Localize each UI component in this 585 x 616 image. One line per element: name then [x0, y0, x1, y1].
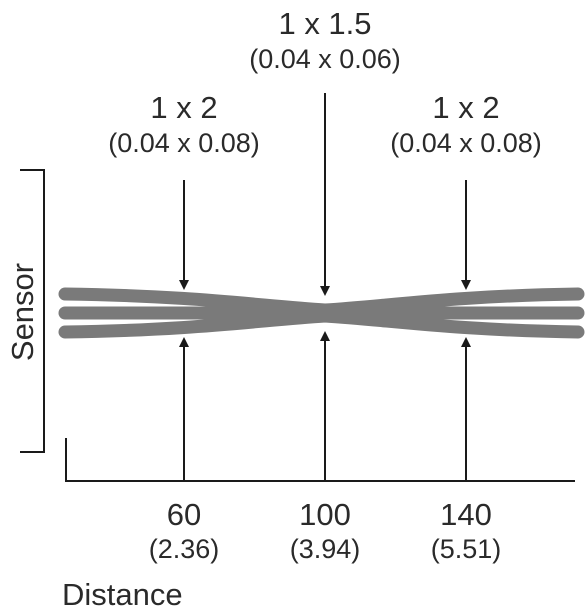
distance-value-140: 140 [440, 497, 492, 532]
spot-arrows-top [179, 93, 471, 296]
distance-axis [65, 438, 575, 482]
distance-value-60: 60 [167, 497, 201, 532]
spot-size-100: 1 x 1.5 [278, 6, 371, 41]
distance-value-in-140: (5.51) [431, 534, 502, 564]
distance-label: Distance [62, 577, 183, 612]
spot-size-in-60: (0.04 x 0.08) [108, 128, 260, 158]
spot-size-140: 1 x 2 [432, 90, 499, 125]
distance-value-in-100: (3.94) [290, 534, 361, 564]
beam-line-bottom [58, 309, 585, 339]
distance-value-in-60: (2.36) [149, 534, 220, 564]
distance-arrows-bottom [179, 331, 471, 481]
sensor-label: Sensor [5, 263, 40, 361]
distance-value-100: 100 [299, 497, 351, 532]
spot-size-60: 1 x 2 [150, 90, 217, 125]
sensor-bracket [20, 169, 45, 453]
spot-size-in-100: (0.04 x 0.06) [249, 44, 401, 74]
spot-size-in-140: (0.04 x 0.08) [390, 128, 542, 158]
beam-bundle [58, 287, 585, 339]
